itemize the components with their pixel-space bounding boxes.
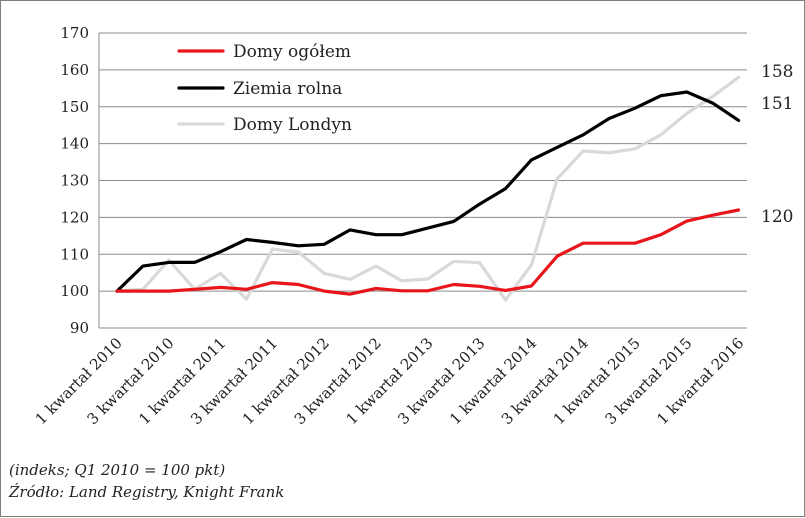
y-tick-label: 130	[60, 172, 89, 190]
y-tick-label: 150	[60, 98, 89, 116]
series-line-1	[115, 90, 741, 293]
series-line-0	[115, 208, 741, 296]
y-tick-label: 170	[60, 24, 89, 42]
end-value-label: 120	[761, 207, 793, 227]
x-tick-label: 1 kwartał 2010	[32, 334, 126, 428]
y-tick-label: 140	[60, 135, 89, 153]
legend-label: Ziemia rolna	[233, 79, 342, 99]
legend-label: Domy Londyn	[233, 115, 352, 135]
y-tick-label: 160	[60, 61, 89, 79]
chart-footnote: (indeks; Q1 2010 = 100 pkt) Źródło: Land…	[9, 459, 284, 503]
end-value-label: 158	[761, 62, 793, 82]
series-line-2	[115, 75, 741, 302]
y-tick-label: 100	[60, 282, 89, 300]
index-note: (indeks; Q1 2010 = 100 pkt)	[9, 461, 226, 479]
source-note: Źródło: Land Registry, Knight Frank	[9, 483, 285, 501]
end-value-label: 151	[761, 94, 793, 114]
legend-label: Domy ogółem	[233, 42, 351, 62]
y-tick-label: 110	[60, 245, 89, 263]
y-tick-label: 120	[60, 208, 89, 226]
y-tick-label: 90	[70, 319, 89, 337]
